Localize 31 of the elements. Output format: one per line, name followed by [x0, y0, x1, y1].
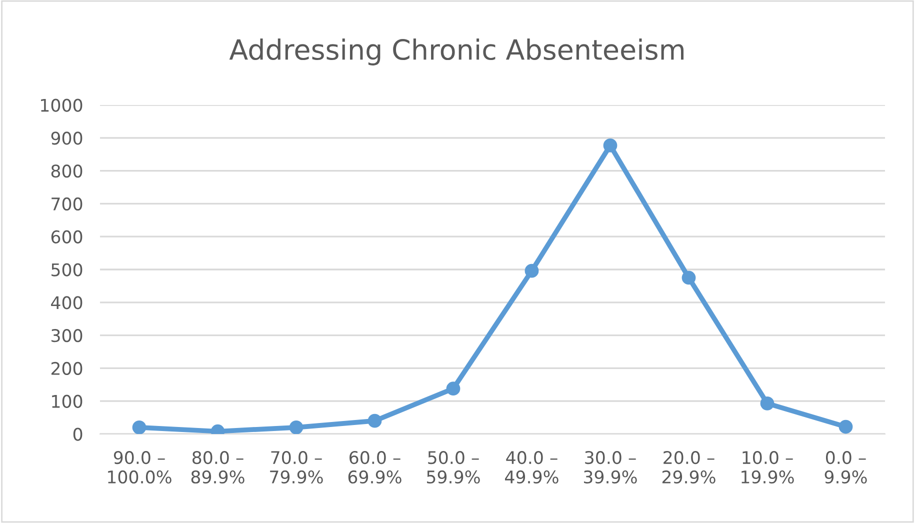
- y-tick-label: 400: [51, 296, 82, 310]
- point: [524, 264, 539, 278]
- y-tick-label: 800: [51, 164, 82, 178]
- point: [603, 138, 618, 152]
- chart-title: Addressing Chronic Absenteeism: [229, 38, 684, 66]
- point: [289, 420, 304, 434]
- x-tick-label: 90.0 – 100.0%: [108, 450, 172, 484]
- y-tick-label: 600: [51, 230, 82, 244]
- y-tick-label: 500: [52, 263, 82, 276]
- point: [132, 420, 146, 434]
- x-tick-label: 30.0 – 39.9%: [584, 450, 637, 484]
- point: [446, 382, 460, 396]
- x-tick-label: 10.0 – 19.9%: [742, 450, 794, 484]
- point: [368, 414, 382, 428]
- x-tick-label: 70.0 – 79.9%: [270, 450, 323, 484]
- x-tick-label: 50.0 – 59.9%: [427, 450, 480, 484]
- x-tick-label: 60.0 – 69.9%: [348, 450, 402, 484]
- y-tick-label: 100: [52, 394, 82, 408]
- x-tick-label: 40.0 – 49.9%: [505, 450, 558, 484]
- point: [838, 420, 853, 434]
- y-tick-label: 300: [52, 329, 82, 342]
- y-tick-label: 1000: [41, 98, 82, 112]
- y-tick-label: 0: [73, 428, 82, 441]
- x-tick-label: 0.0 – 9.9%: [824, 450, 867, 484]
- point: [760, 396, 774, 410]
- y-tick-label: 700: [52, 197, 82, 211]
- y-tick-label: 900: [51, 132, 82, 145]
- x-tick-label: 20.0 – 29.9%: [662, 450, 716, 484]
- point: [682, 270, 696, 285]
- y-tick-label: 200: [51, 362, 82, 376]
- x-tick-label: 80.0 – 89.9%: [191, 450, 244, 484]
